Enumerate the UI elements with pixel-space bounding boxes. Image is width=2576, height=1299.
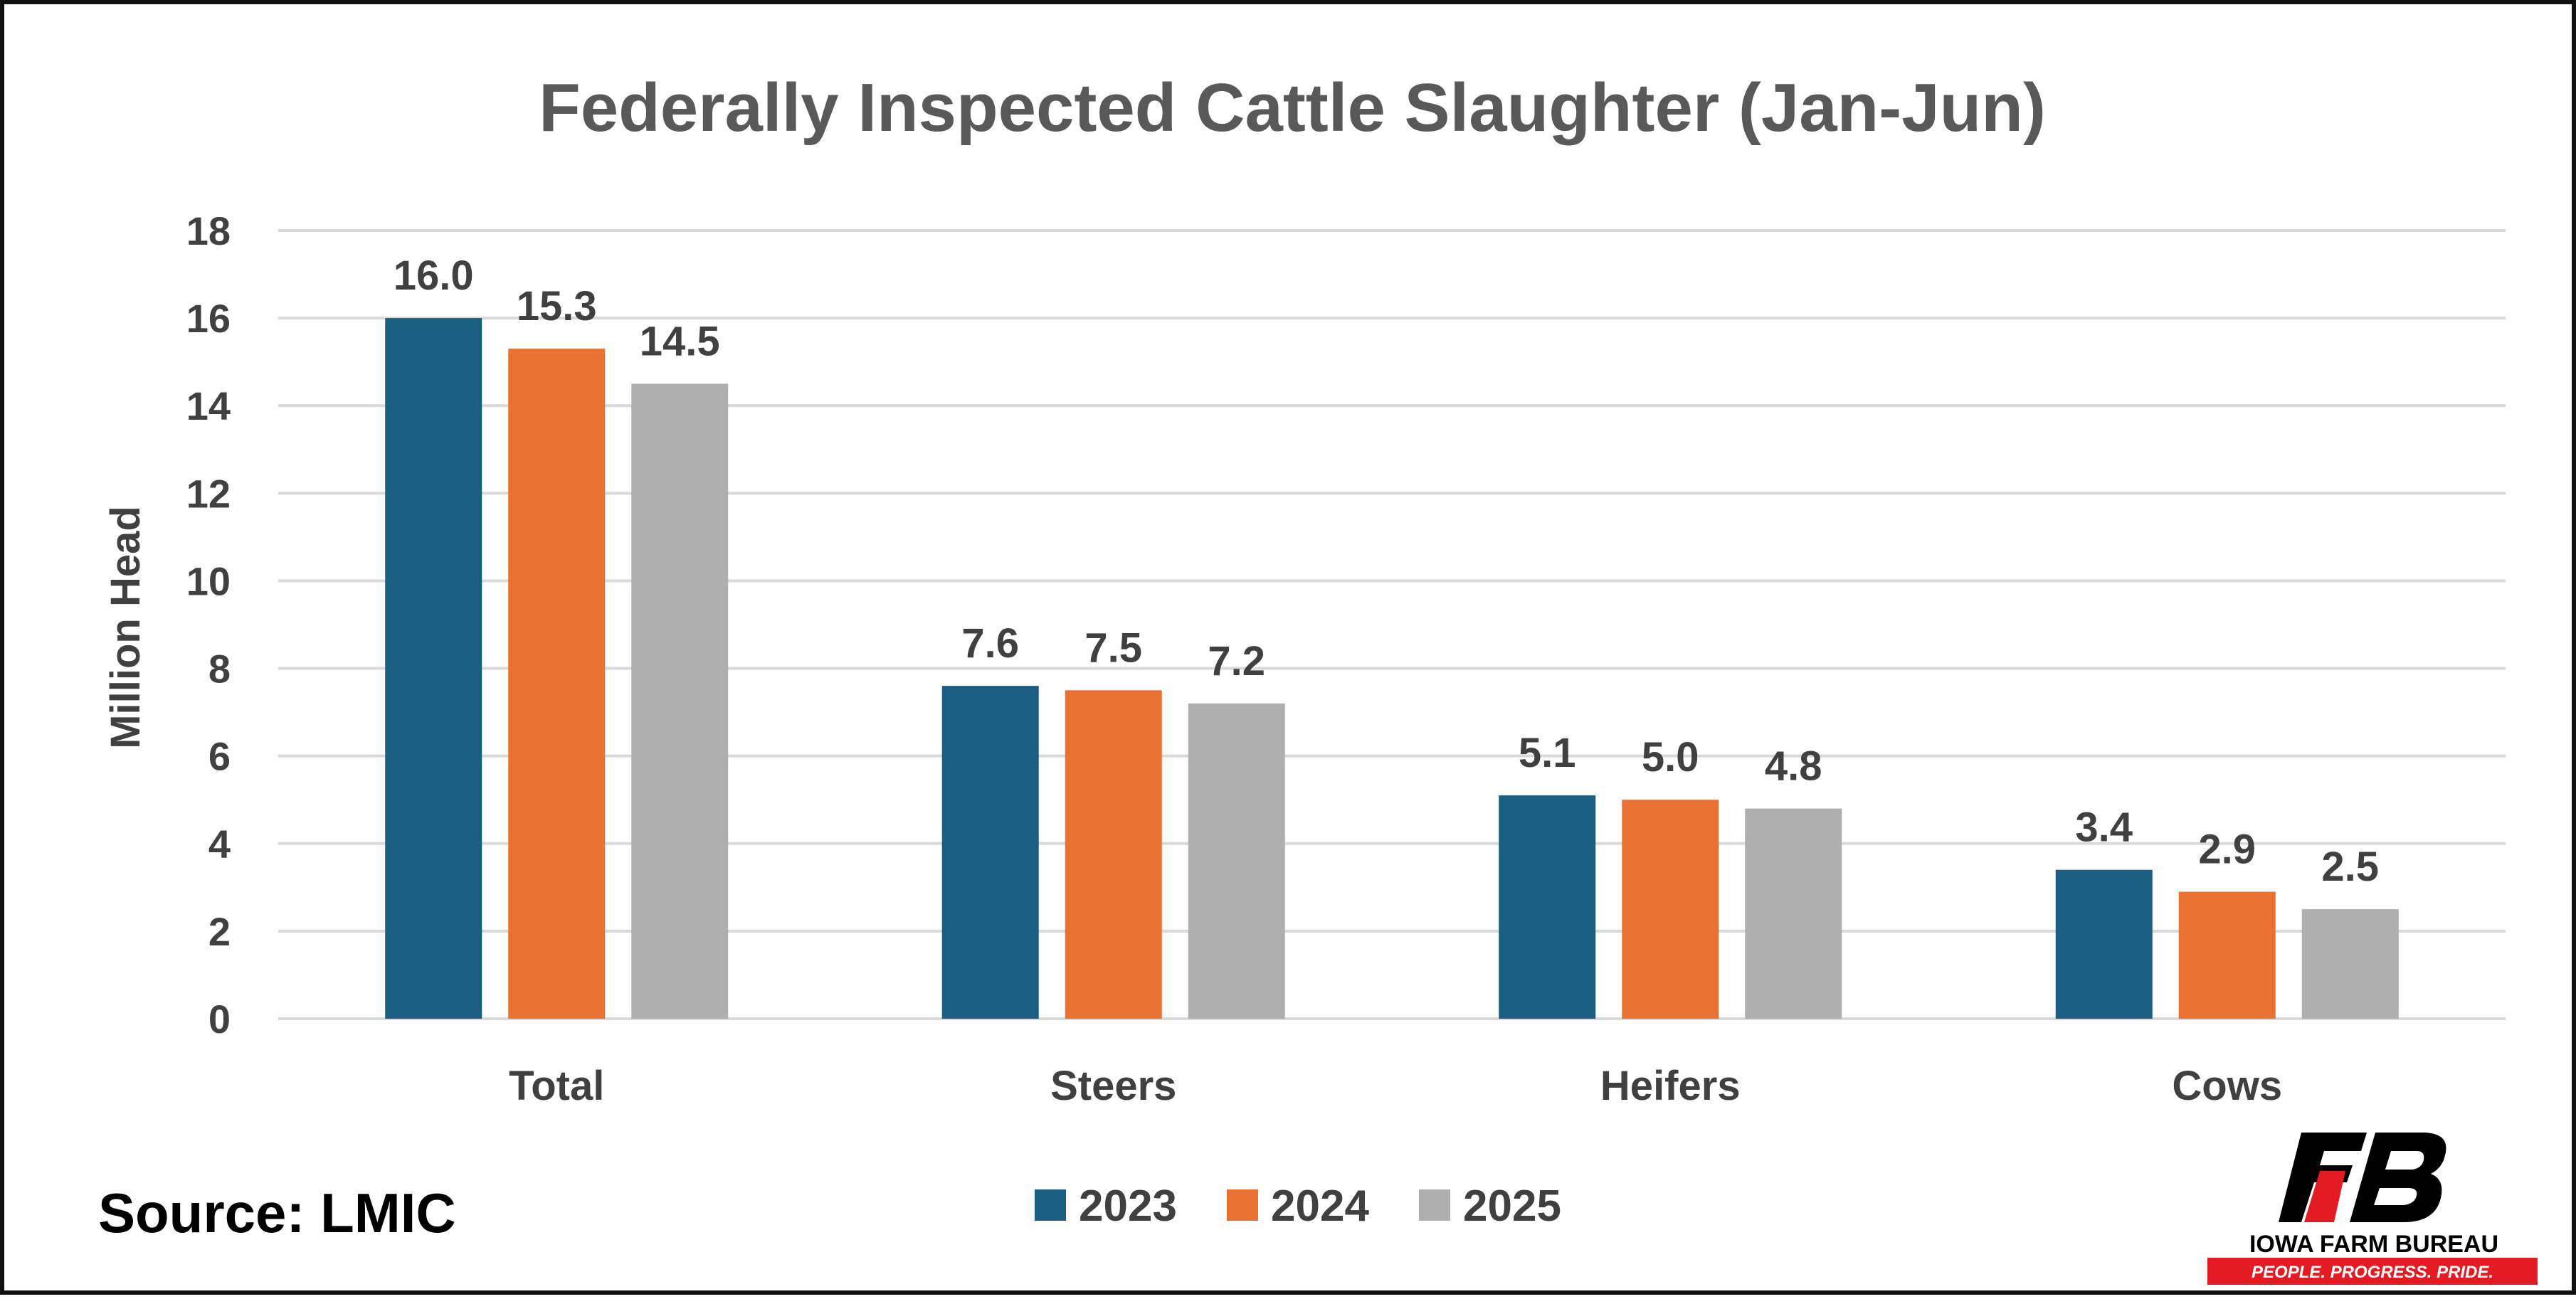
y-tick-label: 14 [186, 383, 231, 428]
iowa-farm-bureau-logo: IOWA FARM BUREAU PEOPLE. PROGRESS. PRIDE… [2207, 1133, 2538, 1285]
y-tick-label: 12 [186, 471, 231, 516]
data-label-cows-2024: 2.9 [2198, 826, 2256, 872]
logo-tagline: PEOPLE. PROGRESS. PRIDE. [2252, 1263, 2493, 1282]
data-label-heifers-2025: 4.8 [1765, 743, 1822, 790]
bar-heifers-2024 [1622, 800, 1719, 1019]
data-label-cows-2023: 3.4 [2075, 805, 2133, 851]
legend-label-2025: 2025 [1463, 1182, 1561, 1231]
bar-cows-2024 [2178, 891, 2276, 1019]
category-label-steers: Steers [1050, 1063, 1176, 1109]
bar-steers-2023 [941, 686, 1039, 1019]
bar-chart: Federally Inspected Cattle Slaughter (Ja… [98, 70, 2538, 1285]
y-tick-label: 2 [208, 909, 231, 954]
bar-heifers-2025 [1745, 808, 1842, 1019]
legend: 2023 2024 2025 [1035, 1182, 1561, 1231]
bar-total-2024 [508, 349, 606, 1019]
legend-swatch-2025 [1419, 1189, 1450, 1221]
bar-steers-2025 [1188, 703, 1285, 1019]
data-label-cows-2025: 2.5 [2321, 844, 2379, 890]
y-axis-label: Million Head [102, 506, 149, 749]
data-label-total-2023: 16.0 [394, 253, 474, 299]
bar-cows-2025 [2301, 909, 2399, 1019]
data-label-steers-2025: 7.2 [1208, 638, 1265, 684]
legend-label-2023: 2023 [1079, 1182, 1177, 1231]
gridlines [278, 229, 2506, 1020]
chart-title: Federally Inspected Cattle Slaughter (Ja… [539, 70, 2046, 146]
y-tick-label: 10 [186, 558, 231, 603]
y-tick-label: 6 [208, 734, 231, 779]
source-note: Source: LMIC [98, 1182, 456, 1244]
legend-swatch-2024 [1227, 1189, 1258, 1221]
y-tick-label: 18 [186, 208, 231, 253]
bar-heifers-2023 [1499, 795, 1596, 1019]
bars [385, 318, 2399, 1019]
y-tick-label: 0 [208, 997, 231, 1041]
y-tick-label: 8 [208, 647, 231, 691]
y-tick-label: 16 [186, 296, 231, 341]
y-tick-label: 4 [208, 822, 231, 866]
category-labels: Total Steers Heifers Cows [509, 1063, 2282, 1109]
data-label-heifers-2023: 5.1 [1519, 730, 1576, 776]
data-labels: 16.0 15.3 14.5 7.6 7.5 7.2 5.1 5.0 4.8 3.4 2.9 2.5 [394, 253, 2379, 890]
logo-wordmark: IOWA FARM BUREAU [2249, 1231, 2498, 1258]
logo-tagline-band [2207, 1258, 2538, 1285]
category-label-heifers: Heifers [1600, 1063, 1741, 1109]
data-label-total-2025: 14.5 [640, 318, 720, 364]
category-label-cows: Cows [2172, 1063, 2282, 1109]
data-label-steers-2024: 7.5 [1084, 625, 1142, 671]
category-label-total: Total [509, 1063, 604, 1109]
data-label-steers-2023: 7.6 [961, 620, 1019, 667]
fb-mark-icon [2279, 1133, 2446, 1222]
bar-steers-2024 [1065, 690, 1162, 1019]
legend-swatch-2023 [1035, 1189, 1066, 1221]
bar-cows-2023 [2055, 869, 2153, 1019]
legend-label-2024: 2024 [1271, 1182, 1369, 1231]
y-axis-ticks: 0 2 4 6 8 10 12 14 16 18 [186, 208, 231, 1041]
bar-total-2025 [631, 383, 729, 1019]
data-label-total-2024: 15.3 [517, 283, 597, 329]
bar-total-2023 [385, 318, 482, 1019]
data-label-heifers-2024: 5.0 [1642, 734, 1699, 780]
